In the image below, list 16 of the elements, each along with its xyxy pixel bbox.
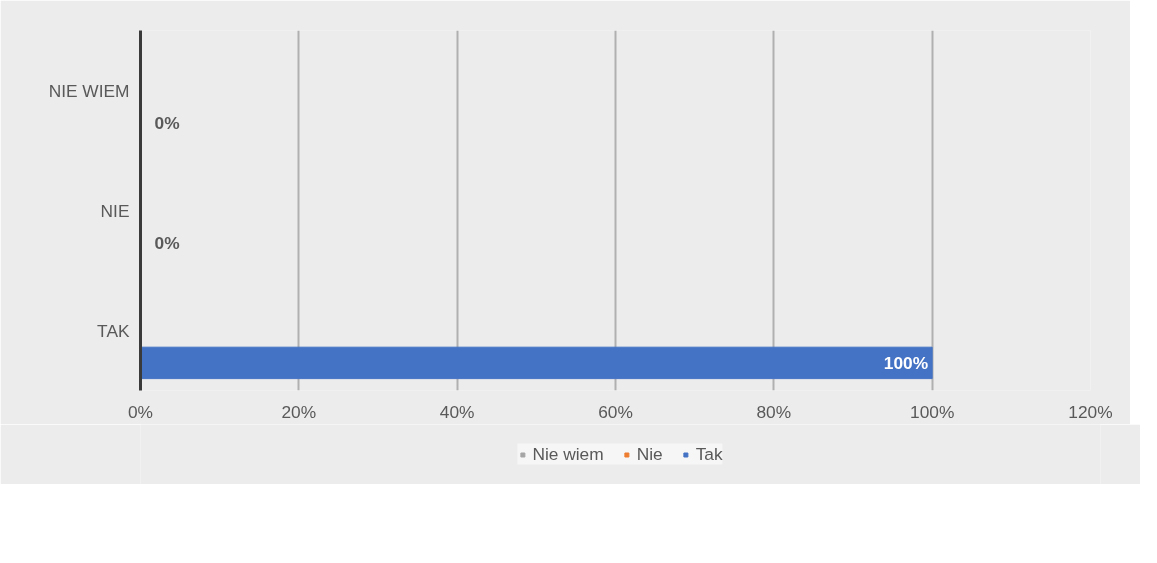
legend-label: Tak — [695, 443, 723, 465]
x-tick-label: 120% — [1068, 401, 1113, 422]
data-label: 0% — [154, 112, 180, 133]
x-tick-label: 0% — [127, 401, 154, 422]
legend-label: Nie wiem — [532, 443, 604, 465]
x-tick-label: 80% — [756, 401, 792, 422]
x-tick-label: 20% — [281, 401, 317, 422]
y-tick-label: NIE WIEM — [48, 80, 130, 101]
y-tick-label: TAK — [97, 320, 130, 341]
x-tick-label: 40% — [439, 401, 475, 422]
x-tick-label: 60% — [598, 401, 633, 422]
data-label: 100% — [883, 352, 929, 373]
y-tick-label: NIE — [100, 200, 130, 221]
x-tick-label: 100% — [910, 401, 955, 422]
data-label: 0% — [154, 232, 180, 253]
legend-label: Nie — [636, 443, 663, 465]
